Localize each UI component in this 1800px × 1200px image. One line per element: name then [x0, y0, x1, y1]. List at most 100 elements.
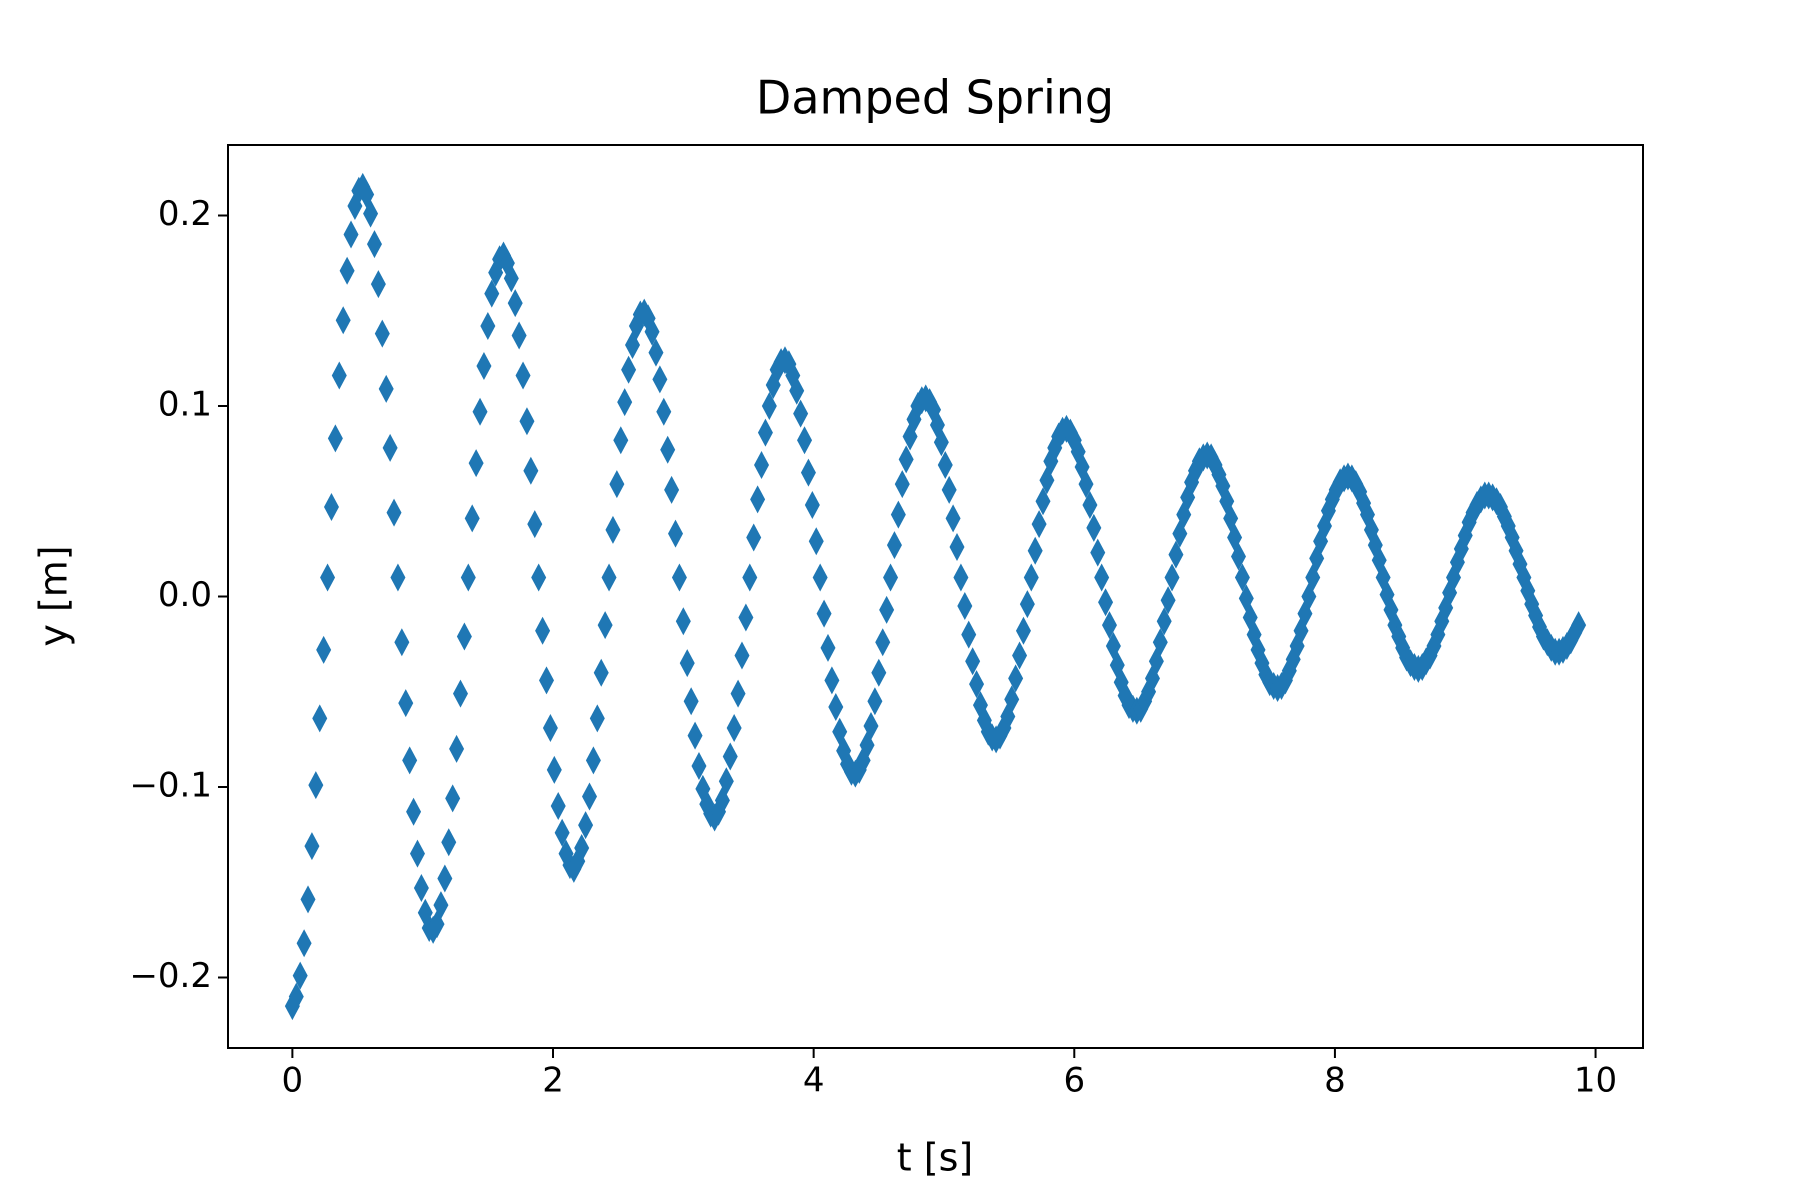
data-point	[1086, 513, 1102, 542]
data-point	[546, 755, 562, 784]
data-point	[320, 563, 336, 592]
data-point	[300, 885, 316, 914]
data-point	[933, 428, 949, 457]
data-point	[890, 500, 906, 529]
data-point	[390, 563, 406, 592]
data-point	[515, 361, 531, 390]
data-point	[1461, 508, 1477, 537]
data-point	[898, 445, 914, 474]
data-point	[456, 622, 472, 651]
data-point	[812, 563, 828, 592]
data-point	[1234, 563, 1250, 592]
y-tick-label: −0.2	[129, 956, 212, 996]
data-point	[863, 712, 879, 741]
data-point	[1152, 628, 1168, 657]
data-point	[734, 641, 750, 670]
data-point	[433, 891, 449, 920]
data-point	[652, 365, 668, 394]
data-point	[1098, 588, 1114, 617]
x-tick-label: 4	[803, 1061, 825, 1101]
data-point	[398, 689, 414, 718]
data-point	[531, 563, 547, 592]
data-point	[374, 319, 390, 348]
data-point	[941, 475, 957, 504]
data-point	[1101, 611, 1117, 640]
data-point	[750, 485, 766, 514]
data-point	[370, 270, 386, 299]
data-point	[582, 782, 598, 811]
x-tick-label: 6	[1063, 1061, 1085, 1101]
data-point	[327, 424, 343, 453]
data-point	[460, 563, 476, 592]
data-point	[542, 713, 558, 742]
data-point	[554, 818, 570, 847]
data-point	[789, 376, 805, 405]
data-point	[804, 491, 820, 520]
data-point	[535, 616, 551, 645]
data-point	[820, 633, 836, 662]
y-tick-label: 0.2	[158, 194, 212, 234]
data-point	[366, 230, 382, 259]
y-tick-label: 0.0	[158, 575, 212, 615]
data-point	[452, 679, 468, 708]
data-point	[394, 628, 410, 657]
data-point	[738, 603, 754, 632]
data-point	[472, 397, 488, 426]
data-point	[965, 647, 981, 676]
data-point	[671, 563, 687, 592]
data-point	[1094, 563, 1110, 592]
data-point	[597, 611, 613, 640]
y-tick-label: 0.1	[158, 384, 212, 424]
data-point	[883, 563, 899, 592]
data-point	[683, 687, 699, 716]
data-point	[679, 649, 695, 678]
data-point	[726, 713, 742, 742]
data-point	[718, 767, 734, 796]
data-point	[464, 504, 480, 533]
data-point	[1012, 641, 1028, 670]
data-point	[937, 451, 953, 480]
data-point	[797, 426, 813, 455]
data-point	[953, 563, 969, 592]
data-point	[1356, 489, 1372, 518]
data-point	[378, 374, 394, 403]
data-point	[664, 475, 680, 504]
data-point	[754, 451, 770, 480]
data-point	[449, 734, 465, 763]
data-point	[871, 658, 887, 687]
data-point	[574, 833, 590, 862]
data-point	[335, 306, 351, 335]
data-point	[323, 492, 339, 521]
data-point	[621, 355, 637, 384]
data-point	[550, 792, 566, 821]
chart-title: Damped Spring	[756, 71, 1114, 125]
data-point	[687, 721, 703, 750]
data-point	[867, 687, 883, 716]
data-point	[308, 771, 324, 800]
data-point	[1027, 536, 1043, 565]
data-point	[879, 595, 895, 624]
data-point	[1164, 563, 1180, 592]
data-point	[413, 873, 429, 902]
data-point	[382, 433, 398, 462]
data-point	[304, 832, 320, 861]
data-point	[1035, 487, 1051, 516]
data-point	[957, 592, 973, 621]
data-point	[445, 784, 461, 813]
data-point	[656, 397, 672, 426]
data-point	[292, 961, 308, 990]
data-point	[1078, 470, 1094, 499]
data-point	[288, 982, 304, 1011]
data-point	[605, 515, 621, 544]
y-tick-label: −0.1	[129, 766, 212, 806]
data-point	[1160, 586, 1176, 615]
data-point	[519, 407, 535, 436]
data-point	[339, 256, 355, 285]
data-point	[527, 510, 543, 539]
data-point	[1571, 611, 1587, 640]
data-point	[800, 458, 816, 487]
data-point	[484, 279, 500, 308]
data-point	[331, 361, 347, 390]
y-axis-label: y [m]	[32, 545, 76, 646]
